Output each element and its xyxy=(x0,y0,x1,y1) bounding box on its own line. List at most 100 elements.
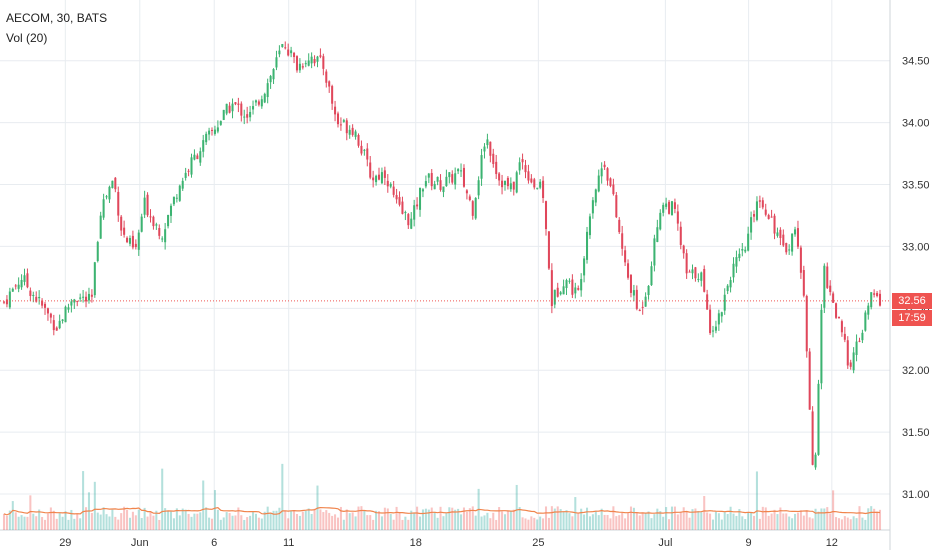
candle-up xyxy=(169,203,173,223)
volume-bar-up xyxy=(269,512,272,530)
candle-down xyxy=(313,55,316,67)
x-tick-label: 11 xyxy=(283,537,294,549)
candle-body xyxy=(82,296,85,298)
candle-body xyxy=(436,176,439,182)
candle-up xyxy=(586,226,589,264)
candle-body xyxy=(52,320,55,331)
candle-down xyxy=(615,191,618,219)
candle-down xyxy=(146,192,149,218)
volume-bar-up xyxy=(515,484,518,530)
candle-body xyxy=(668,201,671,214)
candle-body xyxy=(506,177,509,187)
candle-down xyxy=(90,289,93,303)
candle-up xyxy=(565,278,568,295)
candle-body xyxy=(372,177,375,181)
volume-bar-down xyxy=(521,517,524,530)
volume-bar-down xyxy=(126,509,129,530)
candle-up xyxy=(867,302,870,320)
candle-body xyxy=(181,180,184,189)
volume-bar-up xyxy=(594,510,597,530)
candle-body xyxy=(32,294,35,297)
candle-body xyxy=(134,243,137,248)
volume-bar-up xyxy=(700,512,703,530)
volume-bar-up xyxy=(867,508,870,530)
candle-body xyxy=(761,200,764,208)
candle-up xyxy=(58,314,61,330)
candle-body xyxy=(205,133,208,143)
volume-bar-down xyxy=(366,515,369,530)
volume-bar-up xyxy=(172,518,175,530)
candle-body xyxy=(377,174,381,180)
volume-bar-up xyxy=(219,519,222,530)
candle-up xyxy=(580,273,583,297)
candle-body xyxy=(336,113,340,125)
candle-down xyxy=(287,43,290,57)
candle-body xyxy=(360,145,363,154)
candle-down xyxy=(767,213,770,220)
candle-body xyxy=(676,211,679,224)
candle-body xyxy=(427,173,430,178)
candle-body xyxy=(389,183,392,187)
candle-up xyxy=(457,168,460,175)
volume-bar-down xyxy=(524,518,527,530)
volume-bar-up xyxy=(711,519,715,530)
candle-body xyxy=(571,279,574,295)
volume-bar-down xyxy=(123,506,126,530)
volume-bar-up xyxy=(732,513,735,530)
volume-bar-down xyxy=(407,519,410,530)
candle-body xyxy=(547,231,550,269)
candle-body xyxy=(574,287,577,294)
volume-bar-down xyxy=(5,516,8,530)
volume-label: Vol (20) xyxy=(6,31,48,45)
candle-down xyxy=(618,217,621,234)
volume-bar-down xyxy=(489,518,492,530)
candle-up xyxy=(788,244,791,255)
volume-bar-up xyxy=(155,510,158,530)
candle-down xyxy=(785,242,788,255)
candle-up xyxy=(791,233,794,256)
volume-bar-down xyxy=(114,516,117,530)
candle-down xyxy=(471,200,474,220)
candle-body xyxy=(439,180,442,190)
candle-up xyxy=(96,240,99,263)
volume-bar-up xyxy=(720,519,723,530)
volume-bar-up xyxy=(102,507,105,530)
candle-body xyxy=(137,232,140,250)
volume-bar-down xyxy=(682,507,685,530)
candle-body xyxy=(304,63,307,65)
volume-bar-up xyxy=(108,516,111,530)
volume-bar-up xyxy=(600,508,603,530)
candle-body xyxy=(679,226,682,245)
candle-body xyxy=(99,215,102,239)
volume-bar-down xyxy=(641,512,644,530)
volume-bar-up xyxy=(164,508,167,530)
candle-down xyxy=(498,172,501,186)
volume-bar-down xyxy=(811,518,814,530)
volume-bar-down xyxy=(808,517,811,530)
volume-bar-up xyxy=(697,511,700,530)
candle-body xyxy=(483,146,486,152)
volume-bar-down xyxy=(392,519,395,530)
candle-body xyxy=(61,319,64,321)
volume-bar-down xyxy=(556,506,559,530)
candle-body xyxy=(430,173,433,187)
volume-bar-down xyxy=(527,519,530,530)
volume-bar-up xyxy=(181,508,184,530)
volume-bar-up xyxy=(433,511,436,530)
candle-up xyxy=(559,290,562,296)
volume-bar-up xyxy=(442,516,445,530)
candle-body xyxy=(641,306,644,308)
volume-bar-up xyxy=(23,516,26,530)
volume-bar-down xyxy=(360,506,363,530)
candle-down xyxy=(829,280,832,296)
candle-down xyxy=(682,244,685,259)
candle-up xyxy=(870,292,873,310)
volume-bar-down xyxy=(533,517,536,530)
candle-up xyxy=(316,55,319,68)
candle-body xyxy=(334,106,337,115)
candle-body xyxy=(73,299,76,303)
volume-bar-up xyxy=(128,517,132,530)
candle-down xyxy=(709,304,712,335)
